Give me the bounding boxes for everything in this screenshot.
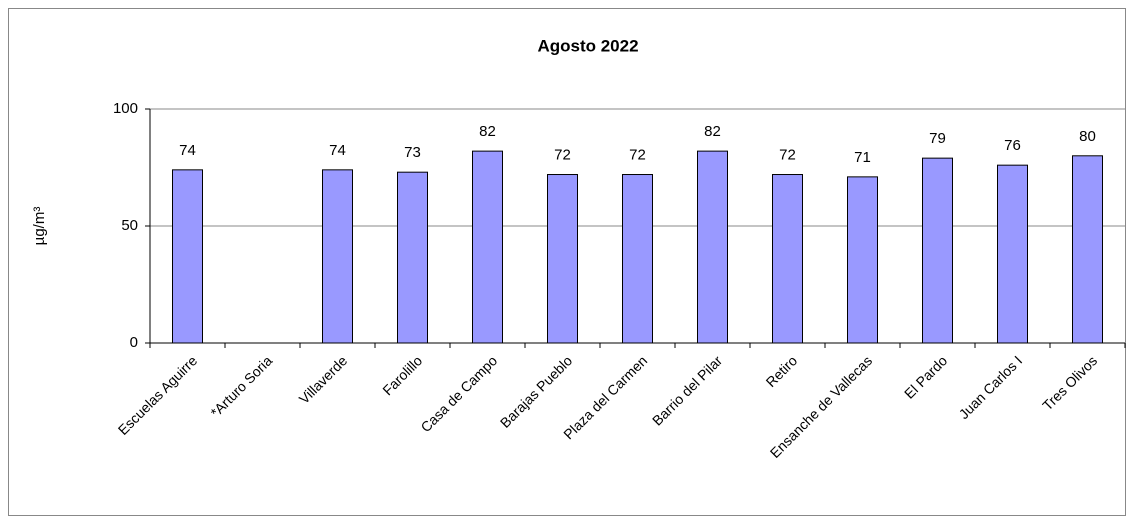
bar <box>922 157 953 344</box>
bar <box>622 174 653 344</box>
value-label: 82 <box>704 123 721 140</box>
value-label: 72 <box>554 146 571 163</box>
value-label: 72 <box>629 146 646 163</box>
value-label: 79 <box>929 130 946 147</box>
bar <box>547 174 578 344</box>
bar <box>1072 155 1103 344</box>
bar <box>697 150 728 344</box>
value-label: 72 <box>779 146 796 163</box>
value-label: 80 <box>1079 128 1096 145</box>
value-label: 73 <box>404 144 421 161</box>
value-label: 71 <box>854 149 871 166</box>
chart-title: Agosto 2022 <box>537 36 638 55</box>
bar <box>772 174 803 344</box>
bar <box>172 169 203 344</box>
y-tick-label: 50 <box>121 217 138 234</box>
bar <box>322 169 353 344</box>
value-label: 74 <box>179 142 196 159</box>
bar <box>847 176 878 344</box>
value-label: 82 <box>479 123 496 140</box>
value-label: 74 <box>329 142 346 159</box>
bar <box>397 171 428 344</box>
y-tick-label: 0 <box>130 334 138 351</box>
y-tick-label: 100 <box>113 100 138 117</box>
y-axis-label: µg/m³ <box>31 207 48 246</box>
bar <box>472 150 503 344</box>
bar <box>997 164 1028 344</box>
value-label: 76 <box>1004 137 1021 154</box>
